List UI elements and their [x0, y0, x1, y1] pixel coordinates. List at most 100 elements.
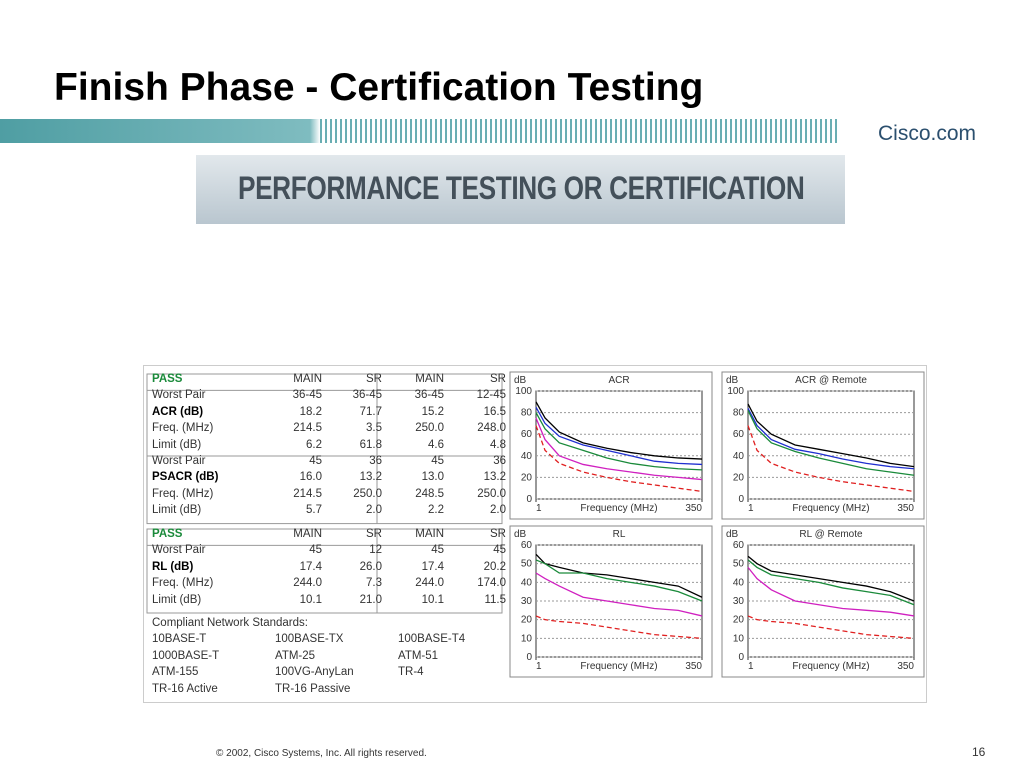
- x-axis-label: Frequency (MHz): [792, 661, 869, 672]
- table-cell: 2.0: [366, 504, 382, 517]
- table-cell: Freq. (MHz): [152, 487, 214, 500]
- y-tick-label: 30: [733, 596, 745, 607]
- header-stripe-lines: [320, 119, 840, 143]
- series-line: [535, 572, 703, 617]
- table-cell: 10.1: [421, 593, 444, 606]
- standard-item: ATM-155: [152, 666, 199, 678]
- plot-area: [535, 390, 703, 500]
- table-cell: 16.0: [299, 471, 322, 484]
- standard-item: 1000BASE-T: [152, 649, 220, 662]
- table-header: MAIN: [293, 373, 322, 385]
- y-tick-label: 0: [738, 494, 744, 505]
- x-tick-label: 1: [748, 661, 754, 672]
- standard-item: TR-16 Active: [152, 682, 218, 695]
- table-cell: 17.4: [421, 560, 444, 573]
- x-tick-label: 350: [685, 503, 702, 514]
- x-tick-label: 1: [536, 503, 542, 514]
- series-line: [747, 425, 915, 493]
- x-tick-label: 350: [897, 503, 914, 514]
- table-cell: 13.2: [359, 471, 382, 484]
- table-cell: 3.5: [366, 422, 382, 435]
- y-tick-label: 20: [733, 615, 745, 626]
- chart-frame: [509, 371, 713, 520]
- y-tick-label: 0: [526, 494, 532, 505]
- table-cell: 2.0: [490, 504, 506, 517]
- table-cell: 174.0: [477, 577, 506, 590]
- y-axis-label: dB: [726, 529, 739, 540]
- table-header: SR: [490, 373, 506, 385]
- y-tick-label: 40: [521, 577, 533, 588]
- y-tick-label: 80: [521, 408, 533, 419]
- table-cell: 6.2: [306, 438, 322, 451]
- series-line: [535, 417, 703, 481]
- standard-item: 100BASE-T4: [398, 633, 466, 645]
- table-header: PASS: [152, 373, 183, 385]
- table-cell: 13.2: [483, 471, 506, 484]
- y-tick-label: 60: [733, 540, 745, 551]
- table-cell: 21.0: [359, 593, 382, 606]
- table-cell: 248.0: [477, 422, 506, 435]
- series-line: [535, 406, 703, 466]
- table-cell: 36-45: [352, 389, 382, 402]
- y-tick-label: 0: [738, 652, 744, 663]
- table-cell: PSACR (dB): [152, 471, 219, 484]
- table-cell: 214.5: [293, 487, 322, 500]
- y-tick-label: 50: [521, 559, 533, 570]
- page-number: 16: [972, 745, 986, 759]
- table-header: PASS: [152, 528, 183, 540]
- table-cell: Freq. (MHz): [152, 422, 214, 435]
- table-cell: 45: [309, 544, 322, 557]
- series-line: [535, 401, 703, 460]
- table-cell: 12: [369, 544, 382, 557]
- table-header: MAIN: [415, 373, 444, 385]
- y-tick-label: 10: [521, 633, 533, 644]
- series-line: [535, 615, 703, 639]
- copyright: © 2002, Cisco Systems, Inc. All rights r…: [216, 748, 427, 759]
- standards-title: Compliant Network Standards:: [152, 617, 308, 629]
- chart-title: ACR @ Remote: [795, 375, 867, 386]
- chart-title: RL: [613, 529, 626, 540]
- series-line: [747, 555, 915, 602]
- table-cell: 13.0: [421, 471, 444, 484]
- standard-item: TR-16 Passive: [275, 682, 351, 695]
- series-line: [747, 410, 915, 476]
- table-cell: 20.2: [483, 560, 506, 573]
- table-cell: 45: [431, 455, 444, 467]
- logo: Cisco.com: [878, 122, 977, 145]
- table-cell: 250.0: [415, 422, 444, 435]
- table-cell: 45: [493, 544, 506, 557]
- y-axis-label: dB: [514, 529, 527, 540]
- table-header: SR: [366, 528, 382, 540]
- standard-item: TR-4: [398, 666, 424, 678]
- table-cell: Limit (dB): [152, 438, 202, 451]
- table-cell: 244.0: [293, 577, 322, 590]
- x-tick-label: 350: [897, 661, 914, 672]
- y-axis-label: dB: [726, 375, 739, 386]
- chart-frame: [721, 371, 925, 520]
- y-tick-label: 60: [521, 540, 533, 551]
- table-cell: 2.2: [428, 504, 444, 517]
- chart-title: RL @ Remote: [799, 529, 863, 540]
- table-cell: 250.0: [353, 487, 382, 500]
- table-cell: Freq. (MHz): [152, 577, 214, 590]
- table-frame: [146, 373, 503, 525]
- series-line: [535, 553, 703, 598]
- series-line: [747, 407, 915, 470]
- y-tick-label: 50: [733, 559, 745, 570]
- table-cell: Limit (dB): [152, 504, 202, 517]
- standard-item: 10BASE-T: [152, 633, 207, 645]
- table-cell: RL (dB): [152, 560, 194, 573]
- table-cell: Limit (dB): [152, 593, 202, 606]
- x-tick-label: 1: [748, 503, 754, 514]
- y-tick-label: 0: [526, 652, 532, 663]
- table-cell: 250.0: [477, 487, 506, 500]
- table-cell: 7.3: [366, 577, 382, 590]
- chart-title: ACR: [608, 375, 629, 386]
- y-tick-label: 80: [733, 408, 745, 419]
- table-cell: 12-45: [476, 389, 506, 402]
- series-line: [747, 559, 915, 606]
- y-tick-label: 40: [733, 577, 745, 588]
- series-line: [747, 403, 915, 468]
- series-line: [535, 425, 703, 493]
